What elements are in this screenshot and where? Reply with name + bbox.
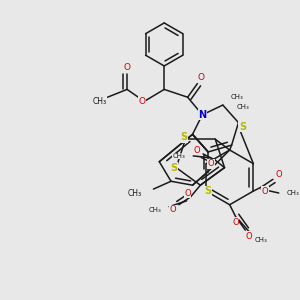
Text: S: S [171, 163, 178, 172]
Text: N: N [198, 110, 206, 120]
Text: O: O [138, 97, 145, 106]
Text: CH₃: CH₃ [128, 188, 142, 197]
Text: CH₃: CH₃ [231, 94, 243, 100]
Text: S: S [180, 132, 187, 142]
Text: O: O [124, 63, 130, 72]
Text: O: O [208, 159, 214, 168]
Text: CH₃: CH₃ [236, 104, 249, 110]
Text: O: O [232, 218, 239, 227]
Text: CH₃: CH₃ [173, 153, 185, 159]
Text: CH₃: CH₃ [148, 207, 161, 213]
Text: O: O [194, 146, 200, 154]
Text: CH₃: CH₃ [255, 237, 268, 243]
Text: O: O [246, 232, 253, 241]
Text: O: O [262, 187, 268, 196]
Text: CH₃: CH₃ [93, 97, 107, 106]
Text: CH₃: CH₃ [286, 190, 299, 196]
Text: O: O [170, 205, 176, 214]
Text: S: S [204, 186, 211, 196]
Text: O: O [198, 73, 205, 82]
Text: O: O [184, 188, 191, 197]
Text: O: O [275, 170, 282, 179]
Text: S: S [239, 122, 246, 131]
